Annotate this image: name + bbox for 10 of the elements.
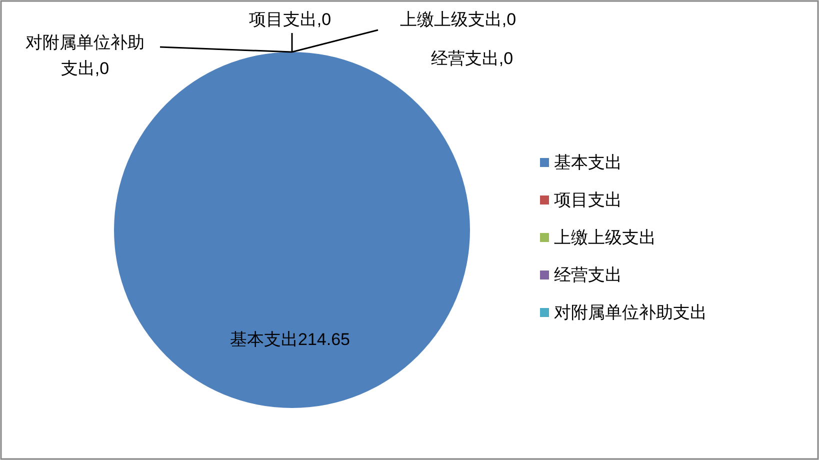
- text: 上缴上级支出,0: [400, 10, 516, 29]
- legend-label: 基本支出: [554, 153, 622, 172]
- text: 对附属单位补助支出,0: [26, 33, 144, 78]
- legend-label: 经营支出: [554, 266, 622, 284]
- legend-label: 上缴上级支出: [554, 228, 656, 247]
- legend-label: 对附属单位补助支出: [554, 303, 707, 322]
- text: 经营支出,0: [430, 49, 514, 68]
- text: 项目支出,0: [248, 10, 332, 29]
- legend-label: 项目支出: [554, 190, 622, 210]
- data-label: 基本支出214.65: [230, 330, 350, 349]
